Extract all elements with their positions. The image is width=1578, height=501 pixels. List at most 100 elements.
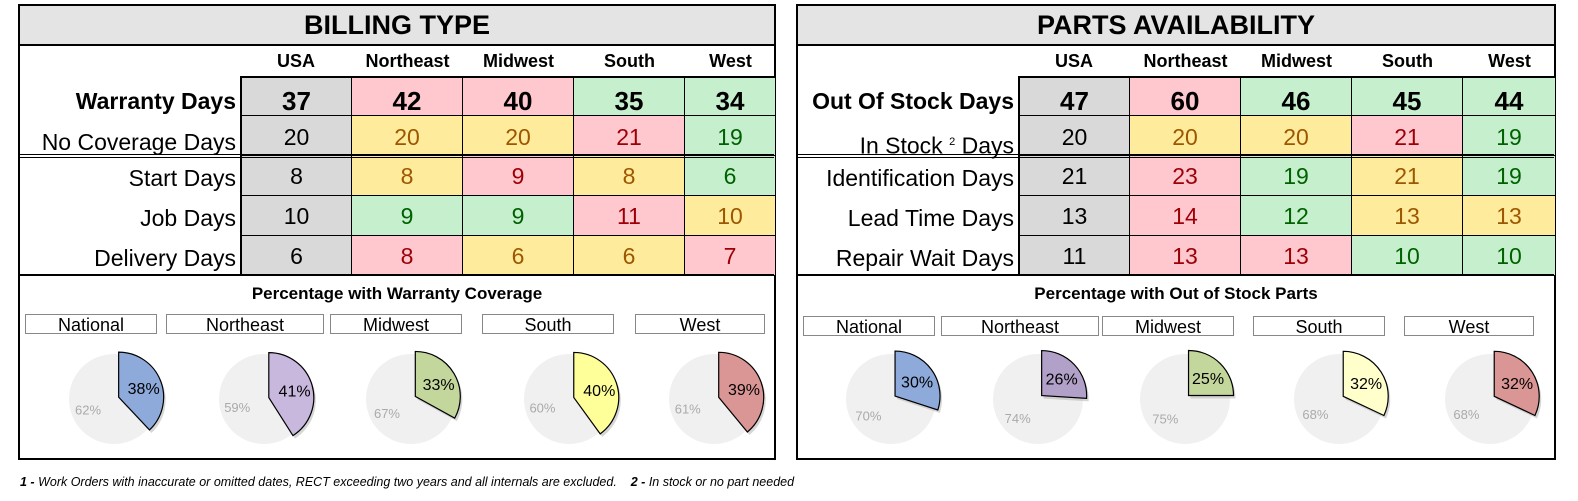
value-cell: 20 [1018, 116, 1130, 156]
footnote-1-number: 1 - [20, 475, 35, 489]
value-cell: 6 [463, 236, 574, 276]
value-cell: 11 [574, 196, 685, 236]
value-cell: 35 [574, 76, 685, 116]
value-cell: 8 [574, 156, 685, 196]
row-label: Identification Days [798, 156, 1018, 196]
row-label: Out Of Stock Days [798, 76, 1018, 116]
value-cell: 14 [1130, 196, 1241, 236]
pie-rest-label: 60% [529, 401, 555, 416]
column-header-south: South [1382, 51, 1433, 71]
value-cell: 10 [685, 196, 776, 236]
value-cell: 6 [574, 236, 685, 276]
pie-value-label: 32% [1350, 376, 1382, 393]
row-label: Lead Time Days [798, 196, 1018, 236]
panel-title: BILLING TYPE [20, 6, 774, 46]
section-divider [20, 274, 774, 276]
value-cell: 9 [352, 196, 463, 236]
pie-chart-northeast: 26% 74% [993, 349, 1089, 444]
row-label: Job Days [20, 196, 240, 236]
value-cell: 9 [463, 196, 574, 236]
row-label-text: Start Days [128, 165, 236, 191]
pie-region-label: Midwest [1102, 316, 1234, 337]
value-cell: 13 [1352, 196, 1463, 236]
row-label-text: Job Days [140, 205, 236, 231]
value-cell: 19 [1463, 116, 1556, 156]
pie-rest-label: 62% [75, 402, 101, 417]
value-cell: 40 [463, 76, 574, 116]
pie-value-slice [1041, 349, 1088, 400]
footnote-2-text: In stock or no part needed [648, 475, 795, 489]
column-header-midwest: Midwest [1260, 51, 1332, 71]
pie-region-label: National [803, 316, 935, 337]
row-label-text: Warranty Days [75, 88, 236, 114]
pie-value-label: 39% [728, 382, 760, 399]
value-cell: 20 [463, 116, 574, 156]
pie-rest-label: 70% [855, 408, 881, 423]
column-header-west: West [1488, 51, 1531, 71]
pie-value-label: 25% [1192, 371, 1224, 388]
value-cell: 37 [240, 76, 352, 116]
footnote-ref: 2 [949, 136, 956, 148]
column-header-west: West [709, 51, 752, 71]
pie-value-slice [268, 352, 315, 437]
column-header-usa: USA [276, 51, 315, 71]
value-cell: 12 [1241, 196, 1352, 236]
value-cell: 6 [685, 156, 776, 196]
value-cell: 8 [352, 236, 463, 276]
pie-value-label: 38% [128, 381, 160, 398]
row-label: Repair Wait Days [798, 236, 1018, 276]
value-cell: 21 [574, 116, 685, 156]
section-divider [798, 154, 1554, 158]
pie-chart-west: 39% 61% [669, 351, 766, 444]
pie-region-label: West [1404, 316, 1534, 337]
pie-region-label: West [635, 314, 765, 335]
value-cell: 42 [352, 76, 463, 116]
value-cell: 60 [1130, 76, 1241, 116]
pie-value-slice [894, 350, 941, 411]
pie-rest-label: 59% [224, 400, 250, 415]
row-label-text: No Coverage Days [41, 129, 236, 155]
column-header-northeast: Northeast [365, 51, 450, 71]
value-cell: 10 [1463, 236, 1556, 276]
value-cell: 21 [1352, 116, 1463, 156]
pie-chart-northeast: 41% 59% [219, 352, 316, 444]
pie-value-slice [118, 351, 165, 431]
row-label-text: Lead Time Days [847, 205, 1014, 231]
column-header-northeast: Northeast [1143, 51, 1228, 71]
footnote-1-text: Work Orders with inaccurate or omitted d… [38, 475, 617, 489]
pie-rest-label: 68% [1302, 407, 1328, 422]
value-cell: 21 [1018, 156, 1130, 196]
pie-chart-national: 38% 62% [69, 351, 166, 444]
pie-rest-label: 74% [1005, 411, 1031, 426]
value-cell: 23 [1130, 156, 1241, 196]
pie-region-label: Midwest [330, 314, 462, 335]
pie-section-title: Percentage with Warranty Coverage [251, 284, 543, 303]
pie-section-title: Percentage with Out of Stock Parts [1034, 284, 1318, 303]
panel-billing-type: BILLING TYPE USA Northeast Midwest South West… [18, 4, 776, 460]
row-label: In Stock 2 Days [798, 116, 1018, 159]
section-divider [20, 154, 774, 158]
pie-value-label: 40% [583, 383, 615, 400]
value-cell: 13 [1130, 236, 1241, 276]
pie-chart-south: 32% 68% [1294, 350, 1391, 444]
row-label: No Coverage Days [20, 116, 240, 156]
pie-region-label: South [482, 314, 614, 335]
value-cell: 20 [1130, 116, 1241, 156]
pie-value-slice [718, 351, 765, 433]
value-cell: 13 [1241, 236, 1352, 276]
column-header-south: South [604, 51, 655, 71]
value-cell: 45 [1352, 76, 1463, 116]
pie-chart-national: 30% 70% [846, 350, 943, 444]
pie-rest-label: 68% [1453, 407, 1479, 422]
value-cell: 44 [1463, 76, 1556, 116]
pie-rest-label: 61% [675, 401, 701, 416]
value-cell: 46 [1241, 76, 1352, 116]
value-cell: 9 [463, 156, 574, 196]
row-label-text: Identification Days [826, 165, 1014, 191]
value-cell: 21 [1352, 156, 1463, 196]
value-cell: 20 [1241, 116, 1352, 156]
value-cell: 19 [685, 116, 776, 156]
value-cell: 13 [1018, 196, 1130, 236]
pie-value-label: 26% [1046, 372, 1078, 389]
column-header-usa: USA [1054, 51, 1093, 71]
